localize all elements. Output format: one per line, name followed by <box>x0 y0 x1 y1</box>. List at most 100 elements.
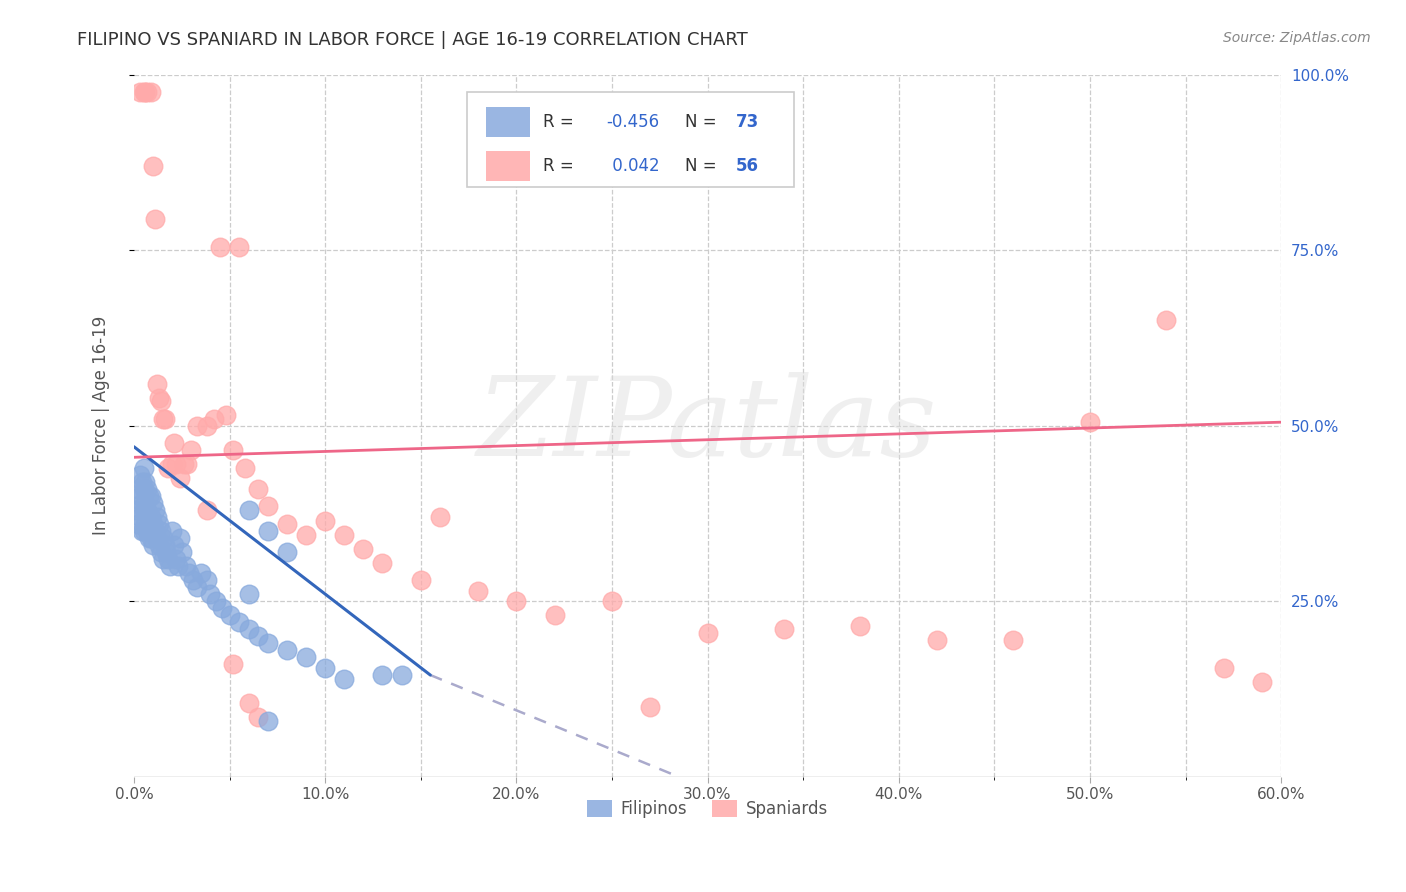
Point <box>138 489 160 503</box>
Point <box>1078 415 1101 429</box>
Point <box>169 531 191 545</box>
Point <box>160 524 183 538</box>
Point <box>467 583 489 598</box>
Point <box>352 541 374 556</box>
Text: ZIPatlas: ZIPatlas <box>477 372 938 479</box>
Point <box>142 159 165 173</box>
Point <box>136 482 159 496</box>
Text: R =: R = <box>544 157 579 175</box>
Text: N =: N = <box>685 113 721 131</box>
Point <box>131 496 153 510</box>
Point <box>429 510 451 524</box>
Point <box>925 632 948 647</box>
Point <box>228 239 250 253</box>
Point <box>134 516 156 531</box>
Point <box>1212 661 1234 675</box>
Point <box>134 85 156 99</box>
Point <box>152 411 174 425</box>
Point <box>149 394 172 409</box>
FancyBboxPatch shape <box>467 92 793 187</box>
Point <box>186 580 208 594</box>
Point <box>131 524 153 538</box>
Point <box>195 573 218 587</box>
Point <box>128 489 150 503</box>
Point <box>215 408 238 422</box>
Point <box>1251 675 1274 690</box>
Point <box>163 538 186 552</box>
Point <box>256 636 278 650</box>
Point <box>141 489 163 503</box>
Point <box>638 699 661 714</box>
Point <box>409 573 432 587</box>
Point <box>143 211 166 226</box>
Point <box>174 559 197 574</box>
Point <box>256 524 278 538</box>
Point <box>146 376 169 391</box>
Point <box>371 556 394 570</box>
Point <box>152 531 174 545</box>
Point <box>136 503 159 517</box>
Point <box>132 524 155 538</box>
Point <box>148 538 170 552</box>
Point <box>149 545 172 559</box>
Point <box>276 516 298 531</box>
Point <box>222 657 245 672</box>
Point <box>186 418 208 433</box>
Bar <box>486 151 530 180</box>
Point <box>153 411 176 425</box>
Point <box>295 650 318 665</box>
Point <box>128 510 150 524</box>
Point <box>181 573 204 587</box>
Text: FILIPINO VS SPANIARD IN LABOR FORCE | AGE 16-19 CORRELATION CHART: FILIPINO VS SPANIARD IN LABOR FORCE | AG… <box>77 31 748 49</box>
Point <box>141 85 163 99</box>
Point <box>195 503 218 517</box>
Point <box>247 710 270 724</box>
Text: 73: 73 <box>737 113 759 131</box>
Point <box>208 239 231 253</box>
Point <box>134 496 156 510</box>
Point <box>149 524 172 538</box>
Point <box>256 500 278 514</box>
Point <box>238 503 260 517</box>
Point <box>314 661 336 675</box>
Y-axis label: In Labor Force | Age 16-19: In Labor Force | Age 16-19 <box>93 316 110 535</box>
Point <box>128 467 150 482</box>
Point <box>333 672 356 686</box>
Point <box>333 527 356 541</box>
Point <box>143 524 166 538</box>
Point <box>276 545 298 559</box>
Point <box>134 475 156 489</box>
Point <box>155 545 177 559</box>
Point <box>163 436 186 450</box>
Point <box>159 559 181 574</box>
Point <box>132 503 155 517</box>
Point <box>160 458 183 472</box>
Point <box>1002 632 1025 647</box>
Text: Source: ZipAtlas.com: Source: ZipAtlas.com <box>1223 31 1371 45</box>
Point <box>146 510 169 524</box>
Point <box>228 615 250 630</box>
Point <box>169 471 191 485</box>
Point <box>173 458 195 472</box>
Point <box>138 510 160 524</box>
Point <box>131 475 153 489</box>
Point <box>125 503 148 517</box>
Point <box>165 552 187 566</box>
Point <box>391 668 413 682</box>
Point <box>127 482 149 496</box>
Point <box>222 443 245 458</box>
Point <box>1156 313 1178 327</box>
Point <box>153 538 176 552</box>
Point <box>141 510 163 524</box>
Text: R =: R = <box>544 113 579 131</box>
Text: 56: 56 <box>737 157 759 175</box>
Point <box>543 608 565 623</box>
Point <box>314 514 336 528</box>
Point <box>238 587 260 601</box>
Point <box>146 531 169 545</box>
Point <box>128 85 150 99</box>
Text: 0.042: 0.042 <box>606 157 659 175</box>
Point <box>190 566 212 581</box>
Point <box>696 626 718 640</box>
Point <box>167 559 190 574</box>
